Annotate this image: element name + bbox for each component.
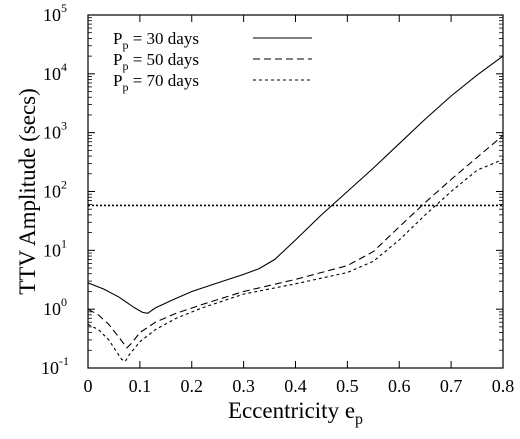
legend-label-symbol: P	[113, 50, 122, 69]
y-tick-base: 10	[43, 299, 61, 319]
y-tick-label: 101	[43, 236, 67, 260]
x-axis-title-main: Eccentricity e	[228, 398, 355, 423]
legend-label-text: = 70 days	[128, 71, 199, 90]
x-tick-label: 0.5	[336, 376, 359, 396]
x-tick-label: 0.8	[492, 376, 515, 396]
x-axis-title: Eccentricity ep	[228, 398, 363, 428]
y-axis-title: TTV Amplitude (secs)	[15, 88, 40, 295]
y-tick-exponent: 4	[61, 60, 67, 74]
y-tick-exponent: 5	[61, 1, 67, 15]
y-tick-label: 103	[43, 119, 67, 143]
y-tick-exponent: -1	[59, 354, 69, 368]
x-tick-label: 0	[84, 376, 93, 396]
series-line-1	[87, 134, 504, 349]
y-tick-label: 10-1	[41, 354, 69, 378]
legend-label-text: = 30 days	[128, 29, 199, 48]
y-tick-label: 100	[43, 295, 67, 319]
x-tick-label: 0.3	[232, 376, 255, 396]
y-tick-base: 10	[41, 358, 59, 378]
y-tick-base: 10	[43, 182, 61, 202]
legend-label-subscript: p	[122, 38, 128, 52]
y-tick-label: 104	[43, 60, 67, 84]
x-tick-label: 0.6	[388, 376, 411, 396]
legend-label-symbol: P	[113, 71, 122, 90]
legend-label-subscript: p	[122, 59, 128, 73]
legend-label-text: = 50 days	[128, 50, 199, 69]
x-tick-label: 0.7	[440, 376, 463, 396]
y-tick-exponent: 2	[61, 178, 67, 192]
y-tick-exponent: 3	[61, 119, 67, 133]
y-tick-base: 10	[43, 64, 61, 84]
series-line-0	[87, 55, 504, 314]
legend-label-symbol: P	[113, 29, 122, 48]
y-tick-exponent: 1	[61, 236, 67, 250]
series-lines	[87, 55, 504, 363]
y-tick-base: 10	[43, 5, 61, 25]
y-tick-label: 102	[43, 178, 67, 202]
y-tick-base: 10	[43, 240, 61, 260]
y-tick-label: 105	[43, 1, 67, 25]
x-tick-label: 0.1	[129, 376, 152, 396]
y-tick-base: 10	[43, 123, 61, 143]
y-tick-exponent: 0	[61, 295, 67, 309]
axis-ticks: 0 0.1 0.2 0.3 0.4 0.5 0.6 0.7 0.810-110010110210…	[41, 1, 514, 396]
legend-label-0: Pp = 30 days	[113, 29, 199, 52]
legend-label-1: Pp = 50 days	[113, 50, 199, 73]
legend-label-subscript: p	[122, 80, 128, 94]
series-line-2	[87, 158, 504, 363]
x-tick-label: 0.2	[181, 376, 204, 396]
legend-label-2: Pp = 70 days	[113, 71, 199, 94]
x-tick-label: 0.4	[284, 376, 307, 396]
x-axis-title-subscript: p	[355, 411, 363, 428]
